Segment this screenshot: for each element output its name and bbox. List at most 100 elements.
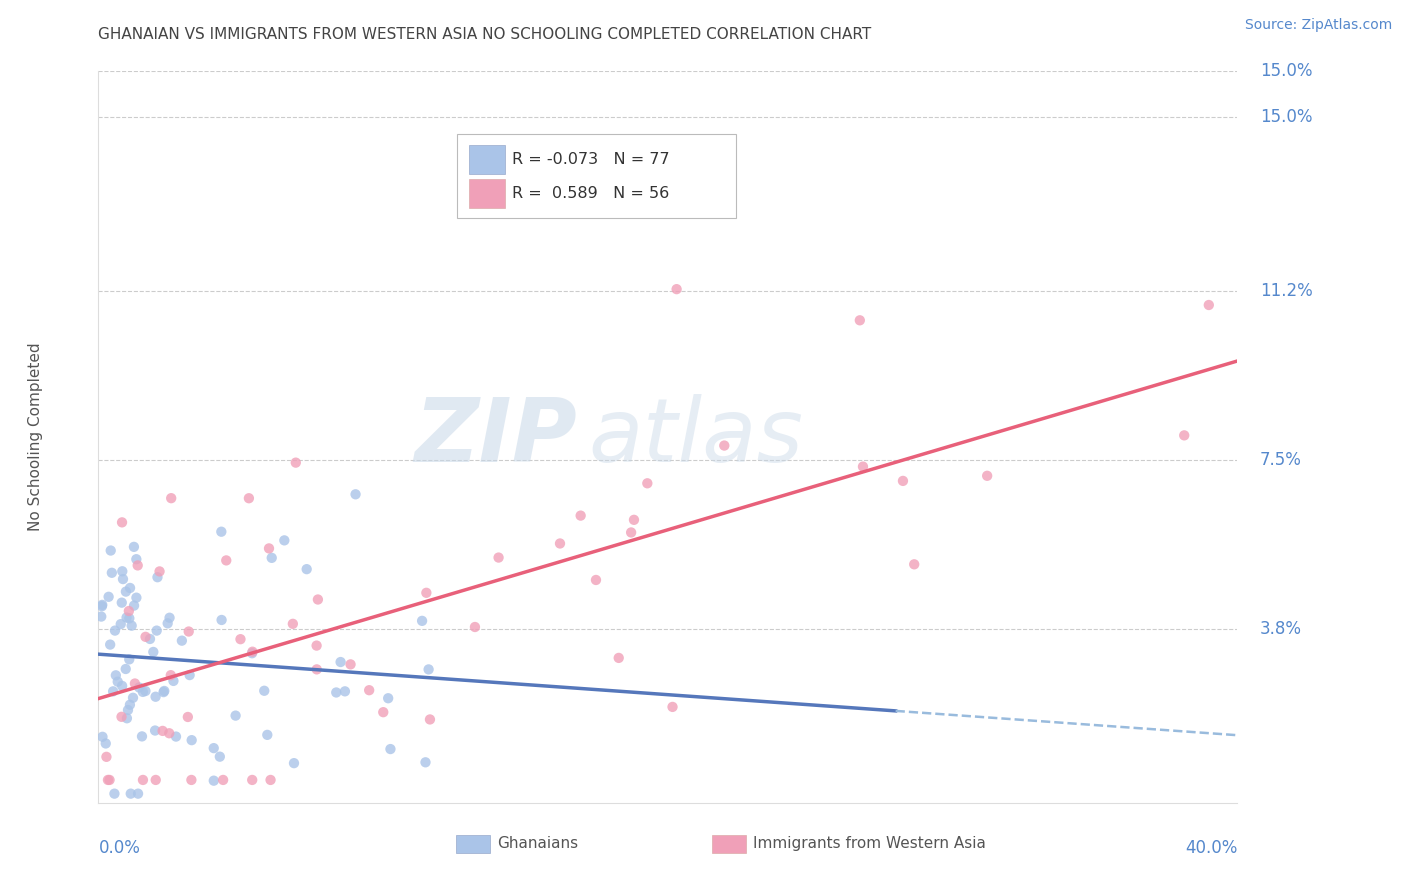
Point: [415, 756, 437, 770]
Point: [488, 550, 510, 565]
FancyBboxPatch shape: [468, 145, 505, 174]
Point: [202, 741, 225, 756]
Point: [142, 645, 165, 659]
Text: No Schooling Completed: No Schooling Completed: [28, 343, 44, 532]
Point: [111, 516, 134, 530]
Text: Source: ZipAtlas.com: Source: ZipAtlas.com: [1244, 18, 1392, 32]
Point: [148, 565, 170, 579]
Point: [118, 652, 141, 666]
Point: [143, 723, 166, 738]
Point: [305, 639, 328, 653]
FancyBboxPatch shape: [468, 179, 505, 208]
Point: [256, 728, 278, 742]
Point: [177, 624, 200, 639]
Point: [90, 609, 112, 624]
Point: [157, 726, 180, 740]
Point: [104, 668, 127, 682]
Point: [132, 772, 155, 787]
Point: [665, 282, 688, 296]
Point: [202, 773, 225, 788]
Text: 11.2%: 11.2%: [1260, 282, 1313, 300]
Point: [253, 683, 276, 698]
FancyBboxPatch shape: [457, 134, 737, 218]
Point: [145, 690, 167, 704]
FancyBboxPatch shape: [456, 835, 491, 853]
Point: [373, 705, 395, 719]
Point: [101, 684, 124, 698]
Point: [240, 772, 263, 787]
Point: [359, 683, 381, 698]
Text: 3.8%: 3.8%: [1260, 620, 1302, 638]
Point: [852, 459, 875, 474]
Point: [94, 736, 117, 750]
Point: [180, 733, 202, 747]
Point: [127, 787, 149, 801]
Point: [283, 756, 305, 771]
Point: [344, 487, 367, 501]
Text: Immigrants from Western Asia: Immigrants from Western Asia: [754, 837, 986, 851]
Text: Ghanaians: Ghanaians: [498, 837, 578, 851]
Point: [117, 703, 139, 717]
Point: [211, 613, 233, 627]
Point: [257, 541, 280, 556]
Point: [849, 313, 872, 327]
Point: [273, 533, 295, 548]
Point: [160, 491, 183, 505]
Text: R = -0.073   N = 77: R = -0.073 N = 77: [512, 152, 669, 167]
Point: [101, 566, 124, 580]
Point: [180, 772, 202, 787]
Text: ZIP: ZIP: [413, 393, 576, 481]
Point: [464, 620, 486, 634]
Point: [98, 772, 121, 787]
Point: [115, 584, 138, 599]
Point: [125, 591, 148, 605]
Point: [636, 476, 658, 491]
Point: [177, 710, 200, 724]
Point: [209, 524, 232, 539]
Point: [242, 645, 264, 659]
Point: [569, 508, 592, 523]
Point: [208, 749, 231, 764]
Point: [585, 573, 607, 587]
Point: [661, 700, 683, 714]
Text: 15.0%: 15.0%: [1260, 62, 1313, 80]
Point: [131, 730, 153, 744]
Point: [146, 570, 169, 584]
Point: [98, 638, 121, 652]
Point: [134, 684, 156, 698]
Text: R =  0.589   N = 56: R = 0.589 N = 56: [512, 186, 669, 201]
Text: 0.0%: 0.0%: [98, 839, 141, 857]
Point: [135, 630, 157, 644]
Point: [329, 655, 352, 669]
Point: [145, 772, 167, 787]
Point: [96, 749, 118, 764]
Point: [903, 558, 925, 572]
Point: [90, 599, 112, 614]
Point: [339, 657, 361, 672]
Text: 15.0%: 15.0%: [1260, 108, 1313, 126]
Point: [411, 614, 433, 628]
Point: [120, 787, 142, 801]
Point: [215, 553, 238, 567]
Point: [229, 632, 252, 647]
Point: [97, 772, 120, 787]
Point: [132, 685, 155, 699]
Point: [103, 787, 125, 801]
Point: [713, 439, 735, 453]
Point: [240, 646, 263, 660]
Point: [122, 690, 145, 705]
Point: [91, 598, 114, 612]
Point: [162, 673, 184, 688]
Point: [115, 711, 138, 725]
Point: [118, 611, 141, 625]
Point: [121, 618, 143, 632]
Point: [212, 772, 235, 787]
Point: [607, 651, 630, 665]
Point: [100, 543, 122, 558]
Point: [333, 684, 356, 698]
Point: [305, 662, 328, 676]
Point: [891, 474, 914, 488]
Point: [238, 491, 260, 506]
Point: [1198, 298, 1220, 312]
Text: 40.0%: 40.0%: [1185, 839, 1237, 857]
